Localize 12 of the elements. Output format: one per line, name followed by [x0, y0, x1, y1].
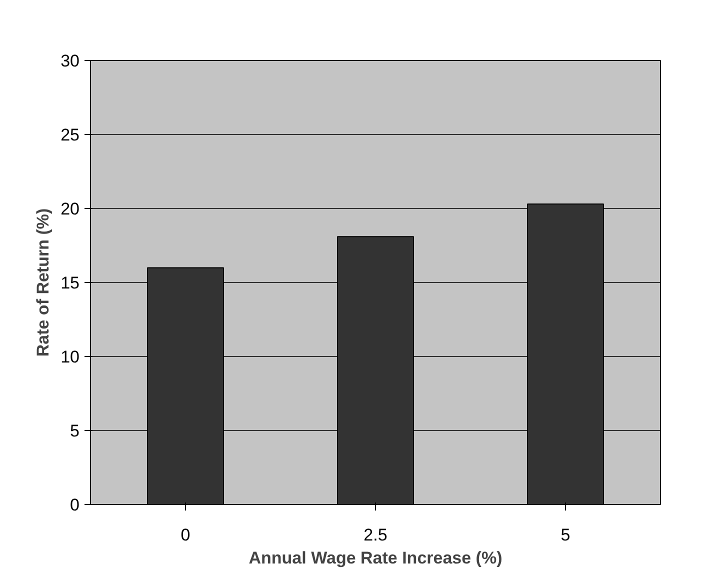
- x-tick-label: 2.5: [364, 526, 388, 544]
- y-tick-label: 20: [60, 200, 80, 218]
- x-axis-title: Annual Wage Rate Increase (%): [248, 548, 502, 568]
- y-tick-label: 15: [60, 274, 80, 292]
- y-tick-label: 0: [70, 496, 80, 514]
- x-tick-label: 0: [180, 526, 190, 544]
- y-axis-title: Rate of Return (%): [34, 208, 53, 357]
- x-tick-label: 5: [560, 526, 570, 544]
- y-tick-label: 10: [60, 348, 80, 366]
- y-tick-label: 30: [60, 52, 80, 70]
- y-tick-label: 25: [60, 126, 80, 144]
- y-tick-label: 5: [70, 422, 80, 440]
